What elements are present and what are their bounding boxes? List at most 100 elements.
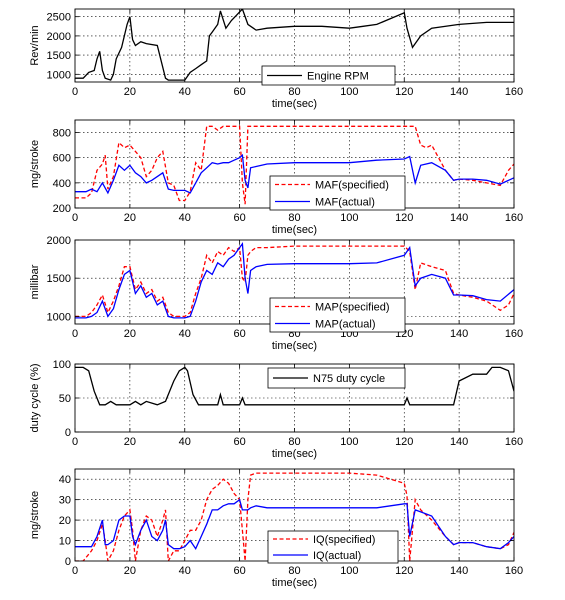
legend: MAP(specified) MAP(actual) bbox=[269, 297, 406, 333]
x-tick-label: 120 bbox=[395, 565, 413, 577]
x-tick-label: 40 bbox=[179, 212, 191, 224]
series-line-2 bbox=[75, 153, 514, 195]
series-line-1 bbox=[75, 366, 514, 406]
x-tick-label: 20 bbox=[124, 436, 136, 448]
legend: MAF(specified) MAF(actual) bbox=[269, 175, 406, 211]
legend-box bbox=[269, 175, 406, 211]
y-tick-label: 400 bbox=[53, 178, 71, 190]
x-tick-label: 0 bbox=[72, 86, 78, 98]
x-tick-label: 140 bbox=[450, 436, 468, 448]
x-tick-label: 0 bbox=[72, 212, 78, 224]
x-tick-label: 100 bbox=[340, 212, 358, 224]
x-tick-label: 140 bbox=[450, 328, 468, 340]
x-tick-label: 120 bbox=[395, 436, 413, 448]
x-axis-label: time(sec) bbox=[272, 577, 317, 589]
x-tick-label: 40 bbox=[179, 86, 191, 98]
y-tick-label: 1500 bbox=[47, 273, 71, 285]
x-axis-label: time(sec) bbox=[272, 224, 317, 236]
legend-entry: MAF(actual) bbox=[315, 197, 375, 209]
series-line-1 bbox=[75, 9, 514, 81]
legend-entry: IQ(actual) bbox=[313, 550, 361, 562]
x-tick-label: 140 bbox=[450, 212, 468, 224]
y-tick-label: 2500 bbox=[47, 12, 71, 24]
x-tick-label: 20 bbox=[124, 565, 136, 577]
x-tick-label: 20 bbox=[124, 328, 136, 340]
y-tick-label: 20 bbox=[59, 515, 71, 527]
y-axis-label: millibar bbox=[29, 264, 41, 299]
y-tick-label: 40 bbox=[59, 474, 71, 486]
x-tick-label: 60 bbox=[234, 86, 246, 98]
y-axis-label: mg/stroke bbox=[29, 140, 41, 188]
chart-panel-1: 0 20 40 60 80 100 120 140 160 1000 1500 2000 2500 tim… bbox=[29, 8, 523, 110]
x-tick-label: 160 bbox=[505, 212, 523, 224]
x-tick-label: 140 bbox=[450, 86, 468, 98]
x-tick-label: 80 bbox=[288, 212, 300, 224]
chart-panel-5: 0 20 40 60 80 100 120 140 160 0 10 20 30 40 time(sec) m… bbox=[29, 468, 523, 589]
x-tick-label: 60 bbox=[234, 436, 246, 448]
x-tick-label: 20 bbox=[124, 212, 136, 224]
x-tick-label: 80 bbox=[288, 86, 300, 98]
x-tick-label: 160 bbox=[505, 565, 523, 577]
legend-box bbox=[269, 297, 406, 333]
y-tick-label: 800 bbox=[53, 128, 71, 140]
series-line-1 bbox=[75, 125, 514, 205]
chart-panel-2: 0 20 40 60 80 100 120 140 160 200 400 600 800 time(se… bbox=[29, 119, 523, 236]
legend-entry: N75 duty cycle bbox=[313, 373, 385, 385]
y-tick-label: 1000 bbox=[47, 69, 71, 81]
x-tick-label: 40 bbox=[179, 565, 191, 577]
x-tick-label: 120 bbox=[395, 86, 413, 98]
legend-box bbox=[261, 65, 396, 86]
y-tick-label: 100 bbox=[53, 359, 71, 371]
series-line-1 bbox=[75, 245, 514, 318]
y-tick-label: 2000 bbox=[47, 31, 71, 43]
x-axis-label: time(sec) bbox=[272, 98, 317, 110]
x-tick-label: 60 bbox=[234, 565, 246, 577]
legend-entry: MAF(specified) bbox=[315, 180, 389, 192]
legend-box bbox=[267, 367, 406, 389]
x-tick-label: 160 bbox=[505, 436, 523, 448]
y-tick-label: 1000 bbox=[47, 311, 71, 323]
x-axis-label: time(sec) bbox=[272, 448, 317, 460]
x-tick-label: 160 bbox=[505, 86, 523, 98]
x-tick-label: 100 bbox=[340, 86, 358, 98]
y-axis-label: mg/stroke bbox=[29, 491, 41, 539]
x-tick-label: 60 bbox=[234, 212, 246, 224]
legend: N75 duty cycle bbox=[267, 367, 406, 389]
x-tick-label: 80 bbox=[288, 436, 300, 448]
x-tick-label: 20 bbox=[124, 86, 136, 98]
chart-panel-3: 0 20 40 60 80 100 120 140 160100015002000time(se… bbox=[29, 235, 523, 352]
legend-entry: Engine RPM bbox=[307, 71, 369, 83]
y-tick-label: 30 bbox=[59, 495, 71, 507]
y-tick-label: 10 bbox=[59, 536, 71, 548]
series-line-1 bbox=[75, 472, 514, 561]
x-axis-label: time(sec) bbox=[272, 340, 317, 352]
x-tick-label: 160 bbox=[505, 328, 523, 340]
x-tick-label: 40 bbox=[179, 328, 191, 340]
x-tick-label: 140 bbox=[450, 565, 468, 577]
x-tick-label: 100 bbox=[340, 565, 358, 577]
series-line-2 bbox=[75, 498, 514, 551]
x-tick-label: 0 bbox=[72, 565, 78, 577]
x-tick-label: 80 bbox=[288, 565, 300, 577]
legend-entry: IQ(specified) bbox=[313, 534, 375, 546]
legend-box bbox=[267, 530, 399, 564]
x-tick-label: 120 bbox=[395, 212, 413, 224]
y-axis-label: duty cycle (%) bbox=[29, 363, 41, 432]
y-tick-label: 0 bbox=[65, 556, 71, 568]
chart-panel-4: 0 20 40 60 80 100 120 140 160 0 50 100 time(sec) duty… bbox=[29, 359, 523, 460]
y-tick-label: 2000 bbox=[47, 235, 71, 247]
legend: Engine RPM bbox=[261, 65, 396, 86]
x-tick-label: 40 bbox=[179, 436, 191, 448]
legend-entry: MAP(specified) bbox=[315, 302, 390, 314]
y-tick-label: 50 bbox=[59, 393, 71, 405]
x-tick-label: 0 bbox=[72, 436, 78, 448]
x-tick-label: 100 bbox=[340, 436, 358, 448]
y-axis-label: Rev/min bbox=[29, 25, 41, 65]
y-tick-label: 600 bbox=[53, 153, 71, 165]
y-tick-label: 200 bbox=[53, 203, 71, 215]
legend: IQ(specified) IQ(actual) bbox=[267, 530, 399, 564]
x-tick-label: 0 bbox=[72, 328, 78, 340]
legend-entry: MAP(actual) bbox=[315, 319, 376, 331]
y-tick-label: 0 bbox=[65, 427, 71, 439]
